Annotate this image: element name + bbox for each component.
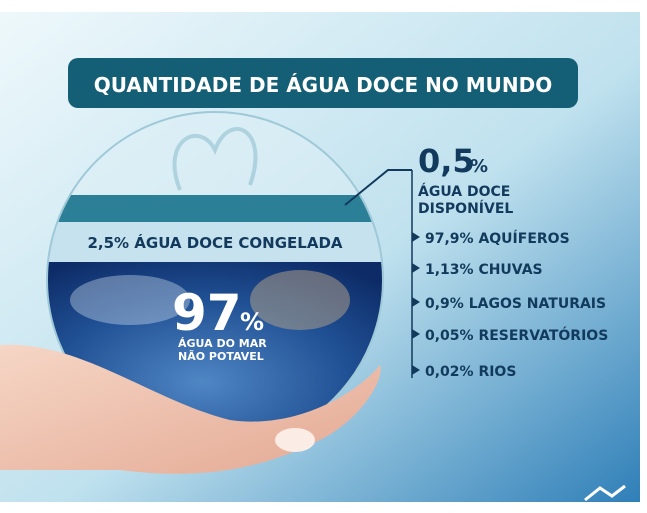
fingernail bbox=[275, 428, 315, 452]
connector bbox=[344, 169, 412, 206]
bowl bbox=[47, 112, 383, 448]
fresh-value: 0,5 bbox=[418, 142, 475, 180]
sea-label: NÃO POTAVEL bbox=[178, 350, 264, 363]
source-item: 1,13% CHUVAS bbox=[425, 262, 543, 278]
fresh-unit: % bbox=[470, 156, 488, 177]
fresh-label: ÁGUA DOCE bbox=[418, 183, 510, 200]
splash bbox=[172, 127, 258, 191]
bullet-arrow bbox=[412, 329, 420, 339]
bullet-arrow bbox=[412, 365, 420, 375]
source-item: 0,02% RIOS bbox=[425, 364, 516, 380]
source-item: 97,9% AQUÍFEROS bbox=[425, 230, 570, 247]
bullet-arrow bbox=[412, 263, 420, 273]
logo bbox=[584, 484, 626, 502]
sea-value: 97 bbox=[172, 284, 242, 342]
title: QUANTIDADE DE ÁGUA DOCE NO MUNDO bbox=[94, 73, 553, 97]
sea-label: ÁGUA DO MAR bbox=[178, 337, 267, 350]
source-item: 0,9% LAGOS NATURAIS bbox=[425, 296, 606, 312]
bullet-arrow bbox=[412, 232, 420, 242]
sources-list: 97,9% AQUÍFEROS 1,13% CHUVAS 0,9% LAGOS NA… bbox=[412, 230, 608, 380]
source-item: 0,05% RESERVATÓRIOS bbox=[425, 326, 608, 344]
fresh-label: DISPONÍVEL bbox=[418, 200, 513, 217]
sea-unit: % bbox=[240, 308, 264, 336]
frozen-label: 2,5% ÁGUA DOCE CONGELADA bbox=[87, 233, 342, 252]
title-banner bbox=[68, 58, 578, 108]
bullet-arrow bbox=[412, 297, 420, 307]
